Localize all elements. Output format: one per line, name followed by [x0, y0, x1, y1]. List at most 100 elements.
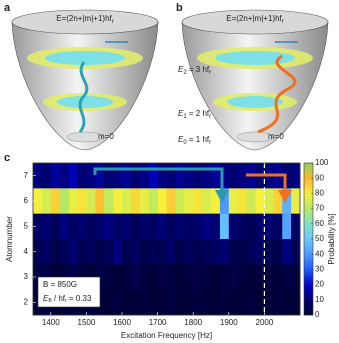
colorbar-segment	[304, 266, 313, 270]
heat-cell	[193, 163, 203, 189]
heat-cell	[273, 239, 283, 265]
heat-cell	[228, 163, 238, 189]
heat-cell	[41, 163, 52, 189]
index: 2	[183, 70, 187, 76]
colorbar-segment	[304, 264, 313, 268]
heat-cell	[139, 213, 149, 240]
heat-cell	[219, 188, 230, 214]
colorbar-tick-label: 40	[315, 249, 324, 258]
heat-cell	[237, 163, 247, 189]
heat-cell	[33, 213, 43, 240]
heat-cell	[113, 188, 123, 214]
heat-cell	[50, 163, 60, 189]
colorbar-segment	[304, 294, 313, 298]
heat-cell	[122, 289, 132, 316]
heat-cell	[122, 264, 132, 290]
x-tick-label: 2000	[256, 318, 274, 327]
heat-cell	[175, 188, 185, 214]
heat-cell	[264, 188, 274, 214]
heat-cell	[211, 264, 221, 290]
colorbar-segment	[304, 190, 313, 194]
colorbar-segment	[304, 170, 313, 174]
heat-cell	[157, 239, 167, 265]
heat-cell	[184, 188, 194, 214]
heat-cell	[237, 188, 247, 214]
colorbar-segment	[304, 299, 313, 303]
heat-cell	[264, 289, 274, 316]
heat-cell	[166, 239, 176, 265]
heat-cell	[193, 239, 203, 265]
panel-b: b E=(2n+|m|+1)hfr m=0	[176, 2, 329, 151]
heat-cell	[33, 289, 43, 316]
heat-cell	[211, 213, 221, 240]
y-tick-label: 5	[24, 221, 29, 230]
heat-cell	[95, 163, 105, 189]
heat-cell	[264, 213, 274, 240]
heat-cell	[122, 239, 132, 265]
heat-cell	[291, 213, 301, 240]
heat-cell	[95, 239, 105, 265]
text: = 1 hf	[187, 135, 210, 144]
formula-sub: r	[112, 19, 114, 25]
colorbar-segment	[304, 277, 313, 280]
heat-cell	[193, 289, 203, 316]
value: = 0.33	[67, 294, 92, 303]
heat-cell	[104, 188, 114, 214]
colorbar-segment	[304, 221, 313, 225]
colorbar-segment	[304, 201, 313, 204]
heat-cell	[33, 239, 43, 265]
heat-cell	[228, 289, 238, 316]
y-tick-label: 3	[24, 272, 29, 281]
heat-cell	[291, 163, 301, 189]
x-axis-label: Excitation Frequency [Hz]	[121, 331, 212, 340]
colorbar-segment	[304, 226, 313, 230]
text: / hf	[52, 294, 66, 303]
x-tick-label: 1800	[184, 318, 202, 327]
heat-cell	[113, 163, 123, 189]
heat-cell	[157, 213, 167, 240]
colorbar-segment	[304, 304, 313, 308]
colorbar-segment	[304, 239, 313, 242]
energy-label: E0 = 1 hfr	[178, 135, 211, 145]
heat-cell	[77, 188, 87, 214]
colorbar-segment	[304, 274, 313, 278]
colorbar-segment	[304, 206, 313, 209]
heat-cell	[264, 239, 274, 265]
heat-cell	[59, 163, 69, 189]
bowl-rim	[181, 9, 329, 35]
heat-cell	[237, 213, 247, 240]
heat-cell	[130, 264, 141, 290]
heat-cell	[77, 163, 87, 189]
heat-cell	[282, 289, 292, 316]
heat-cell	[237, 239, 247, 265]
heat-cell	[291, 264, 301, 290]
colorbar-tick-label: 60	[315, 219, 324, 228]
formula-sub: r	[282, 19, 284, 25]
heat-cell	[41, 213, 52, 240]
colorbar-tick-label: 80	[315, 189, 324, 198]
heat-cell	[139, 289, 149, 316]
heat-cell	[104, 213, 114, 240]
colorbar-segment	[304, 271, 313, 275]
heat-cell	[148, 163, 158, 189]
heat-cell	[113, 289, 123, 316]
heat-cell	[59, 213, 69, 240]
heat-cell	[33, 163, 43, 189]
heat-cell	[202, 289, 212, 316]
heat-cell	[139, 163, 149, 189]
colorbar-segment	[304, 211, 313, 214]
heat-cell	[41, 239, 52, 265]
heat-cell	[184, 163, 194, 189]
heat-cell	[219, 264, 230, 290]
colorbar-segment	[304, 261, 313, 265]
heat-cell	[175, 264, 185, 290]
sub: r	[209, 114, 211, 120]
heat-cell	[228, 213, 238, 240]
level-1-inner	[57, 96, 113, 108]
colorbar-tick-label: 10	[315, 295, 324, 304]
heat-cell	[228, 264, 238, 290]
state-label: m=0	[268, 132, 284, 141]
colorbar-segment	[304, 249, 313, 252]
formula-text: E=(2n+|m|+1)hf	[56, 14, 112, 23]
heat-cell	[113, 213, 123, 240]
